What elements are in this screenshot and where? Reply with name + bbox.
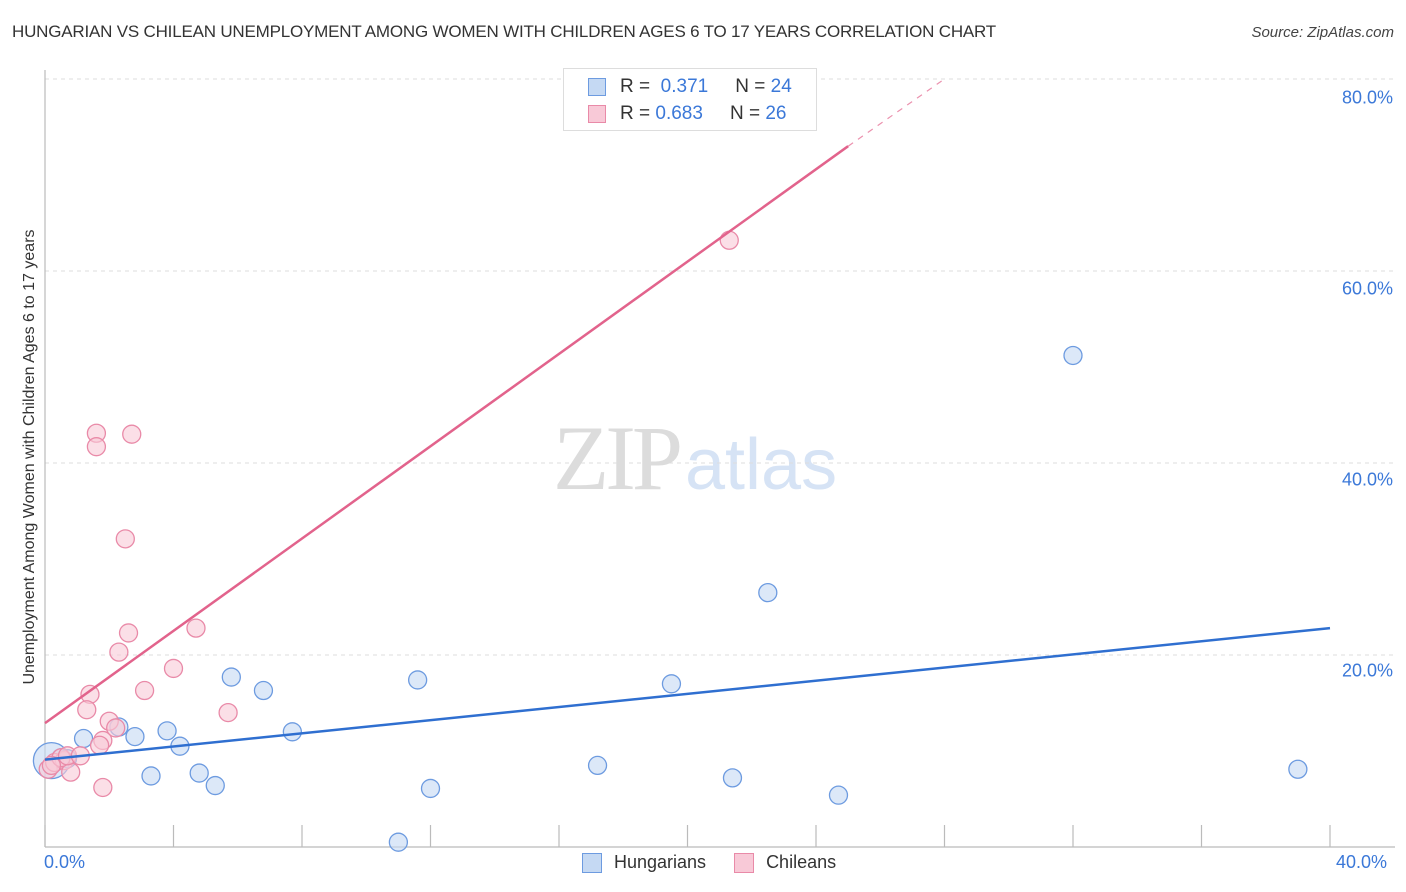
data-point[interactable] <box>122 424 142 444</box>
chileans-trendline <box>44 145 849 725</box>
data-point[interactable] <box>388 832 409 852</box>
data-point[interactable] <box>661 674 682 694</box>
chart-title: HUNGARIAN VS CHILEAN UNEMPLOYMENT AMONG … <box>12 22 996 41</box>
n-label: N = <box>729 103 761 124</box>
r-value: 0.371 <box>660 76 709 97</box>
data-point[interactable] <box>89 735 110 755</box>
x-tick-40: 40.0% <box>1336 852 1388 872</box>
data-point[interactable] <box>253 680 274 701</box>
data-point[interactable] <box>134 680 155 701</box>
n-label: N = <box>735 76 766 97</box>
y-tick-80: 80.0% <box>1341 87 1393 108</box>
legend-item-chileans[interactable]: Chileans <box>734 852 836 873</box>
data-point[interactable] <box>1063 345 1083 366</box>
n-value: 26 <box>765 103 787 124</box>
trendlines <box>44 78 1331 761</box>
data-point[interactable] <box>157 721 177 741</box>
legend-label: Chileans <box>766 852 837 872</box>
r-label: R = <box>620 103 651 124</box>
y-tick-60: 60.0% <box>1341 278 1393 299</box>
gridlines <box>45 78 1395 656</box>
r-label: R = <box>620 76 651 97</box>
hungarians-points <box>32 345 1308 852</box>
legend-item-hungarians[interactable]: Hungarians <box>582 852 706 873</box>
y-tick-20: 20.0% <box>1341 660 1393 681</box>
data-point[interactable] <box>218 702 238 723</box>
data-point[interactable] <box>186 618 206 638</box>
data-point[interactable] <box>205 775 225 796</box>
chileans-swatch-icon <box>588 105 606 123</box>
source-credit: Source: ZipAtlas.com <box>1251 24 1394 41</box>
legend-label: Hungarians <box>614 852 707 872</box>
data-point[interactable] <box>141 766 161 786</box>
hungarians-trendline <box>44 626 1331 761</box>
data-point[interactable] <box>125 726 145 747</box>
data-point[interactable] <box>93 777 113 798</box>
data-point[interactable] <box>118 623 139 643</box>
y-tick-40: 40.0% <box>1341 469 1393 490</box>
axes-lines <box>44 70 1395 848</box>
legend-row-chileans: R = 0.683 N = 26 <box>588 102 786 126</box>
data-point[interactable] <box>1288 759 1308 779</box>
data-point[interactable] <box>221 667 241 687</box>
data-point[interactable] <box>163 658 184 679</box>
chileans-trendline-extension <box>847 78 945 147</box>
legend-row-hungarians: R = 0.371 N = 24 <box>588 75 792 99</box>
data-point[interactable] <box>828 785 849 805</box>
x-tick-0: 0.0% <box>44 852 86 872</box>
data-point[interactable] <box>115 529 135 549</box>
data-point[interactable] <box>73 728 94 749</box>
n-value: 24 <box>770 76 792 97</box>
r-value: 0.683 <box>655 103 703 124</box>
y-axis-label: Unemployment Among Women with Children A… <box>21 229 38 685</box>
data-point[interactable] <box>189 763 209 783</box>
hungarians-swatch-icon <box>582 852 602 873</box>
data-point[interactable] <box>587 755 608 776</box>
data-point[interactable] <box>106 718 126 738</box>
data-point[interactable] <box>722 768 743 788</box>
hungarians-swatch-icon <box>588 78 606 96</box>
correlation-legend: R = 0.371 N = 24 R = 0.683 N = 26 <box>563 68 817 131</box>
chileans-points <box>38 230 739 798</box>
chileans-swatch-icon <box>734 852 755 873</box>
series-legend: Hungarians Chileans <box>582 852 864 873</box>
data-point[interactable] <box>282 722 303 742</box>
data-point[interactable] <box>407 670 428 690</box>
data-point[interactable] <box>420 778 441 799</box>
data-point[interactable] <box>77 700 97 720</box>
data-point[interactable] <box>41 755 62 776</box>
data-point[interactable] <box>86 437 107 457</box>
data-point[interactable] <box>109 642 129 662</box>
data-point[interactable] <box>719 230 739 250</box>
data-point[interactable] <box>758 582 778 603</box>
